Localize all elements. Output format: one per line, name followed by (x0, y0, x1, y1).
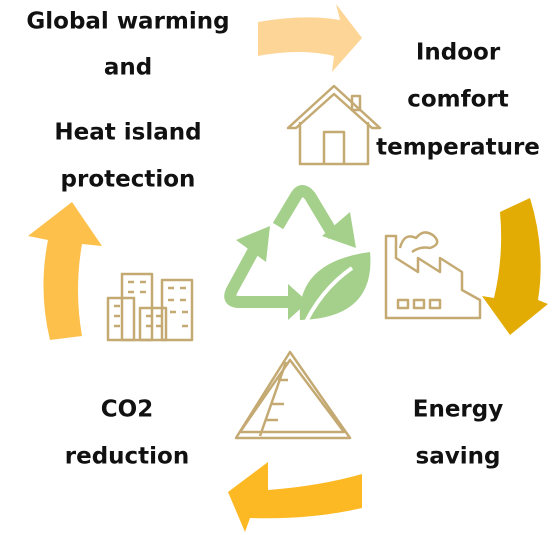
label: temperature (376, 135, 540, 161)
arrow-right (482, 198, 548, 335)
label: and (104, 55, 152, 81)
house-icon (286, 84, 382, 166)
label: Global warming (26, 9, 229, 35)
arrow-left (28, 202, 102, 340)
label: reduction (65, 444, 189, 470)
leaf-vein (300, 266, 354, 331)
recycle-arrow-2 (236, 226, 270, 262)
buildings-icon (106, 272, 194, 342)
mountain-icon (234, 350, 352, 440)
label: protection (61, 167, 196, 193)
label: Indoor (416, 40, 501, 66)
label: saving (416, 444, 501, 470)
factory-icon (384, 231, 482, 320)
recycle-arrow-1 (322, 212, 356, 248)
label: comfort (407, 87, 509, 113)
arrow-top (258, 4, 362, 72)
label: Heat island (54, 120, 201, 146)
recycle-arrow-3 (288, 284, 308, 320)
label: Energy (413, 397, 503, 423)
label: CO2 (101, 397, 153, 423)
arrow-bottom (228, 462, 362, 532)
recycle-icon (224, 185, 340, 308)
